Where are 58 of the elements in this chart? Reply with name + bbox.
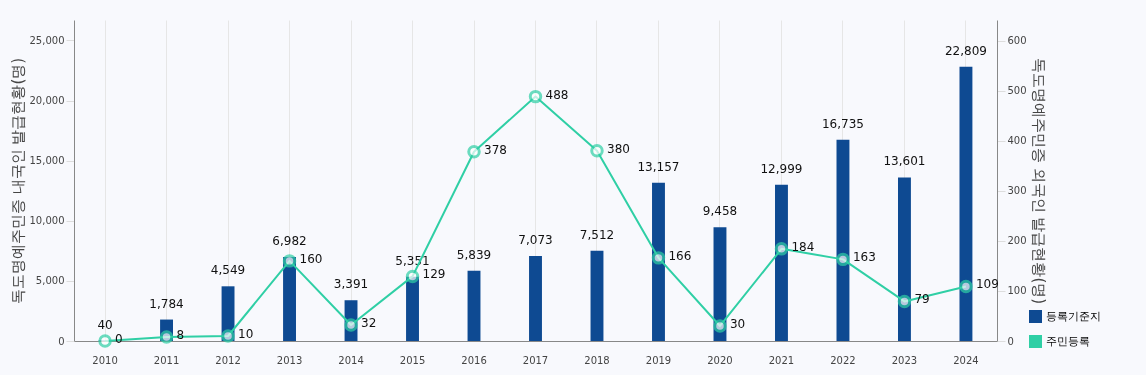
x-tick-label: 2021 <box>768 354 795 366</box>
data-label: 488 <box>545 87 569 102</box>
data-label: 5,839 <box>456 247 492 262</box>
data-label: 30 <box>729 316 746 331</box>
y-axis-title: 독도명예주민증 내국인 발급현황(명) <box>8 57 27 305</box>
y2-tick-label: 600 <box>1007 35 1027 47</box>
x-tick-label: 2022 <box>830 354 856 366</box>
data-label: 9,458 <box>702 204 738 219</box>
data-label: 378 <box>484 142 507 157</box>
data-label: 12,999 <box>760 161 803 176</box>
x-tick-label: 2018 <box>584 354 610 366</box>
data-label: 129 <box>422 267 446 282</box>
data-label: 184 <box>791 239 815 254</box>
legend-label: 주민등록 <box>1046 334 1090 348</box>
y2-tick-label: 0 <box>1007 335 1014 347</box>
x-tick-label: 2013 <box>276 354 303 366</box>
y2-axis-title: 독도명예주민증 외국인 발급현황(명) <box>1029 57 1048 305</box>
y-tick-label: 5,000 <box>35 275 65 287</box>
data-label: 7,512 <box>579 227 615 242</box>
data-label: 1,784 <box>149 296 184 311</box>
x-tick-label: 2023 <box>891 354 918 366</box>
y-tick-label: 20,000 <box>29 95 65 107</box>
data-label: 10 <box>238 326 254 341</box>
x-tick-label: 2019 <box>645 354 672 366</box>
x-tick-label: 2010 <box>92 354 118 366</box>
x-tick-label: 2024 <box>953 354 979 366</box>
y2-tick-label: 100 <box>1007 285 1027 297</box>
y2-tick-label: 200 <box>1007 235 1027 247</box>
data-label: 32 <box>361 315 377 330</box>
y-tick-label: 0 <box>58 335 65 347</box>
x-tick-label: 2017 <box>522 354 549 366</box>
data-label: 16,735 <box>821 116 864 131</box>
data-label: 13,157 <box>637 159 680 174</box>
x-tick-label: 2016 <box>461 354 487 366</box>
data-label: 13,601 <box>883 154 926 169</box>
y-tick-label: 25,000 <box>29 34 65 46</box>
y2-tick-label: 500 <box>1007 85 1027 97</box>
y-tick-label: 10,000 <box>29 215 65 227</box>
data-label: 7,073 <box>518 232 553 247</box>
data-label: 3,391 <box>333 277 369 292</box>
data-label: 380 <box>606 141 630 156</box>
data-label: 40 <box>97 317 113 332</box>
y-tick-label: 15,000 <box>29 155 65 167</box>
data-label: 160 <box>299 251 323 266</box>
y2-tick-label: 300 <box>1007 185 1027 197</box>
y2-tick-label: 400 <box>1007 135 1027 147</box>
data-label: 166 <box>668 248 692 263</box>
data-label: 4,549 <box>210 263 246 278</box>
data-label: 109 <box>975 277 999 292</box>
x-tick-label: 2012 <box>215 354 241 366</box>
x-tick-label: 2014 <box>338 354 364 366</box>
x-tick-label: 2015 <box>399 354 426 366</box>
legend-label: 등록기준지 <box>1046 309 1101 323</box>
data-label: 163 <box>852 250 876 265</box>
x-tick-label: 2020 <box>707 354 733 366</box>
data-label: 22,809 <box>944 43 987 58</box>
x-tick-label: 2011 <box>153 354 180 366</box>
data-label: 6,982 <box>272 234 307 249</box>
